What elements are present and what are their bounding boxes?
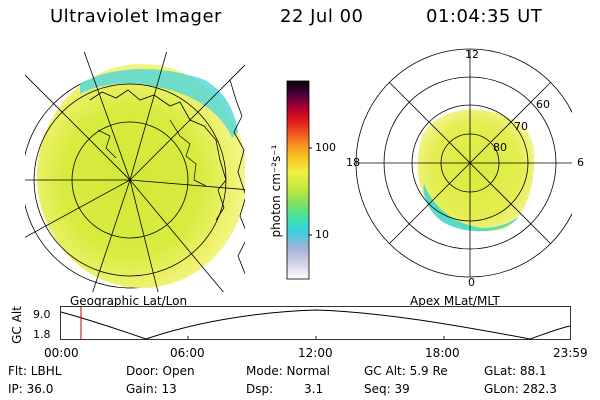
colorbar — [286, 80, 312, 280]
status-glon: GLon: 282.3 — [484, 382, 557, 396]
lat-label-60: 60 — [536, 98, 550, 111]
altitude-ylabel: GC Alt — [10, 306, 24, 344]
right-map-caption: Apex MLat/MLT — [410, 294, 500, 308]
aurora-image-geo — [37, 64, 245, 288]
status-mode: Mode: Normal — [246, 364, 330, 378]
status-gc-alt: GC Alt: 5.9 Re — [364, 364, 448, 378]
mlt-label-left: 18 — [346, 156, 360, 169]
instrument-title: Ultraviolet Imager — [50, 6, 222, 27]
time-label: 01:04:35 UT — [426, 6, 543, 27]
altitude-xtick-3: 18:00 — [425, 346, 460, 360]
altitude-ytick-top: 9.0 — [33, 308, 51, 321]
colorbar-tick-10: 10 — [315, 228, 329, 241]
status-gain: Gain: 13 — [126, 382, 177, 396]
lat-label-80: 80 — [493, 141, 507, 154]
altitude-xtick-1: 06:00 — [170, 346, 205, 360]
status-dsp-label: Dsp: — [246, 382, 274, 396]
mlt-label-bottom: 0 — [468, 276, 475, 289]
status-dsp-value: 3.1 — [304, 382, 324, 396]
date-label: 22 Jul 00 — [280, 6, 364, 27]
left-map-caption: Geographic Lat/Lon — [70, 294, 188, 308]
status-door: Door: Open — [126, 364, 195, 378]
status-ip: IP: 36.0 — [8, 382, 54, 396]
status-glat: GLat: 88.1 — [484, 364, 547, 378]
colorbar-unit-label: photon cm⁻²s⁻¹ — [269, 144, 283, 238]
altitude-xtick-4: 23:59 — [553, 346, 588, 360]
status-seq: Seq: 39 — [364, 382, 410, 396]
altitude-xtick-2: 12:00 — [298, 346, 333, 360]
altitude-plot — [60, 306, 571, 340]
mlt-label-top: 12 — [465, 48, 479, 61]
altitude-ytick-bottom: 1.8 — [33, 328, 51, 341]
apex-polar-map — [355, 48, 572, 278]
status-flt: Flt: LBHL — [8, 364, 62, 378]
colorbar-tick-100: 100 — [315, 141, 336, 154]
geographic-map — [25, 52, 245, 292]
altitude-xtick-0: 00:00 — [44, 346, 79, 360]
lat-label-70: 70 — [514, 120, 528, 133]
mlt-label-right: 6 — [577, 156, 584, 169]
